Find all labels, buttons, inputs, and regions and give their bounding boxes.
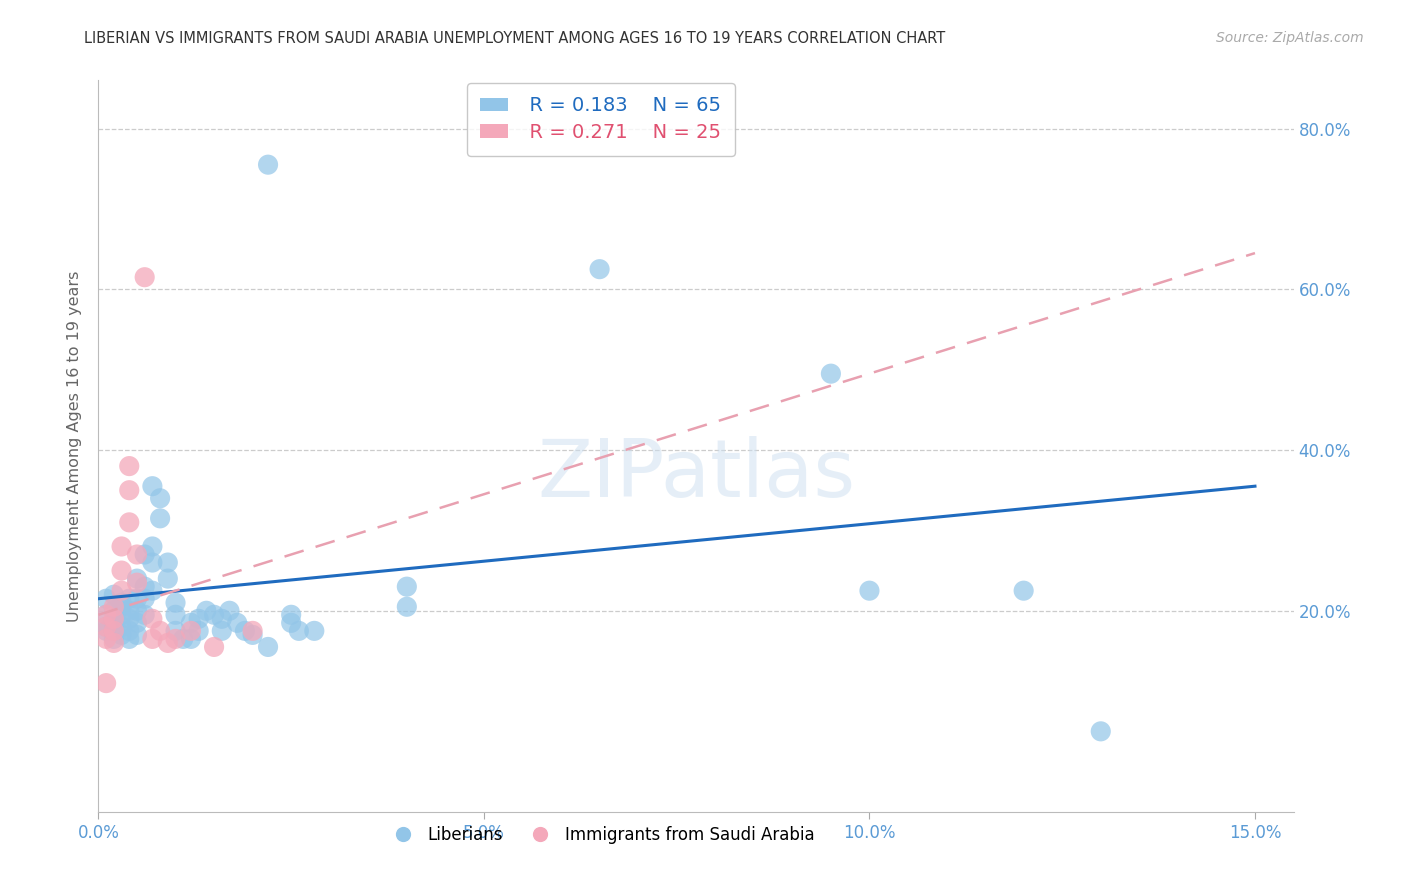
Point	[110, 596, 132, 610]
Point	[110, 540, 132, 554]
Point	[395, 599, 418, 614]
Point	[218, 604, 240, 618]
Point	[118, 632, 141, 646]
Point	[156, 572, 179, 586]
Point	[211, 624, 233, 638]
Point	[94, 624, 117, 638]
Point	[141, 632, 163, 646]
Point	[820, 367, 842, 381]
Point	[1090, 724, 1112, 739]
Point	[141, 583, 163, 598]
Text: LIBERIAN VS IMMIGRANTS FROM SAUDI ARABIA UNEMPLOYMENT AMONG AGES 16 TO 19 YEARS : LIBERIAN VS IMMIGRANTS FROM SAUDI ARABIA…	[84, 31, 946, 46]
Point	[280, 615, 302, 630]
Point	[187, 612, 209, 626]
Point	[118, 624, 141, 638]
Point	[125, 615, 148, 630]
Point	[94, 676, 117, 690]
Point	[110, 607, 132, 622]
Point	[141, 479, 163, 493]
Point	[118, 483, 141, 498]
Point	[141, 612, 163, 626]
Point	[172, 632, 194, 646]
Point	[165, 624, 187, 638]
Point	[125, 591, 148, 606]
Point	[226, 615, 249, 630]
Point	[103, 604, 125, 618]
Point	[94, 591, 117, 606]
Point	[180, 615, 202, 630]
Text: ZIPatlas: ZIPatlas	[537, 436, 855, 515]
Point	[233, 624, 256, 638]
Point	[134, 607, 156, 622]
Point	[134, 591, 156, 606]
Point	[118, 612, 141, 626]
Point	[103, 624, 125, 638]
Point	[125, 628, 148, 642]
Point	[118, 604, 141, 618]
Point	[103, 588, 125, 602]
Point	[118, 591, 141, 606]
Point	[588, 262, 610, 277]
Point	[180, 632, 202, 646]
Point	[280, 607, 302, 622]
Point	[110, 599, 132, 614]
Point	[110, 628, 132, 642]
Legend: Liberians, Immigrants from Saudi Arabia: Liberians, Immigrants from Saudi Arabia	[380, 820, 821, 851]
Point	[187, 624, 209, 638]
Point	[125, 604, 148, 618]
Point	[125, 575, 148, 590]
Point	[165, 596, 187, 610]
Point	[165, 607, 187, 622]
Point	[110, 564, 132, 578]
Point	[165, 632, 187, 646]
Point	[257, 640, 280, 654]
Point	[395, 580, 418, 594]
Point	[149, 491, 172, 506]
Point	[103, 615, 125, 630]
Point	[141, 540, 163, 554]
Point	[149, 624, 172, 638]
Point	[103, 632, 125, 646]
Point	[202, 607, 225, 622]
Point	[149, 511, 172, 525]
Point	[118, 459, 141, 474]
Point	[156, 556, 179, 570]
Point	[110, 583, 132, 598]
Point	[94, 607, 117, 622]
Point	[195, 604, 218, 618]
Point	[211, 612, 233, 626]
Point	[94, 620, 117, 634]
Point	[110, 620, 132, 634]
Point	[103, 612, 125, 626]
Point	[242, 624, 264, 638]
Point	[180, 624, 202, 638]
Point	[125, 548, 148, 562]
Point	[103, 636, 125, 650]
Point	[202, 640, 225, 654]
Point	[94, 632, 117, 646]
Point	[156, 636, 179, 650]
Point	[858, 583, 880, 598]
Point	[125, 572, 148, 586]
Point	[118, 516, 141, 530]
Point	[288, 624, 311, 638]
Text: Source: ZipAtlas.com: Source: ZipAtlas.com	[1216, 31, 1364, 45]
Point	[94, 607, 117, 622]
Point	[304, 624, 326, 638]
Point	[134, 580, 156, 594]
Point	[94, 620, 117, 634]
Point	[103, 624, 125, 638]
Point	[134, 548, 156, 562]
Point	[134, 270, 156, 285]
Point	[103, 599, 125, 614]
Point	[257, 158, 280, 172]
Point	[1012, 583, 1035, 598]
Point	[242, 628, 264, 642]
Point	[141, 556, 163, 570]
Y-axis label: Unemployment Among Ages 16 to 19 years: Unemployment Among Ages 16 to 19 years	[67, 270, 83, 622]
